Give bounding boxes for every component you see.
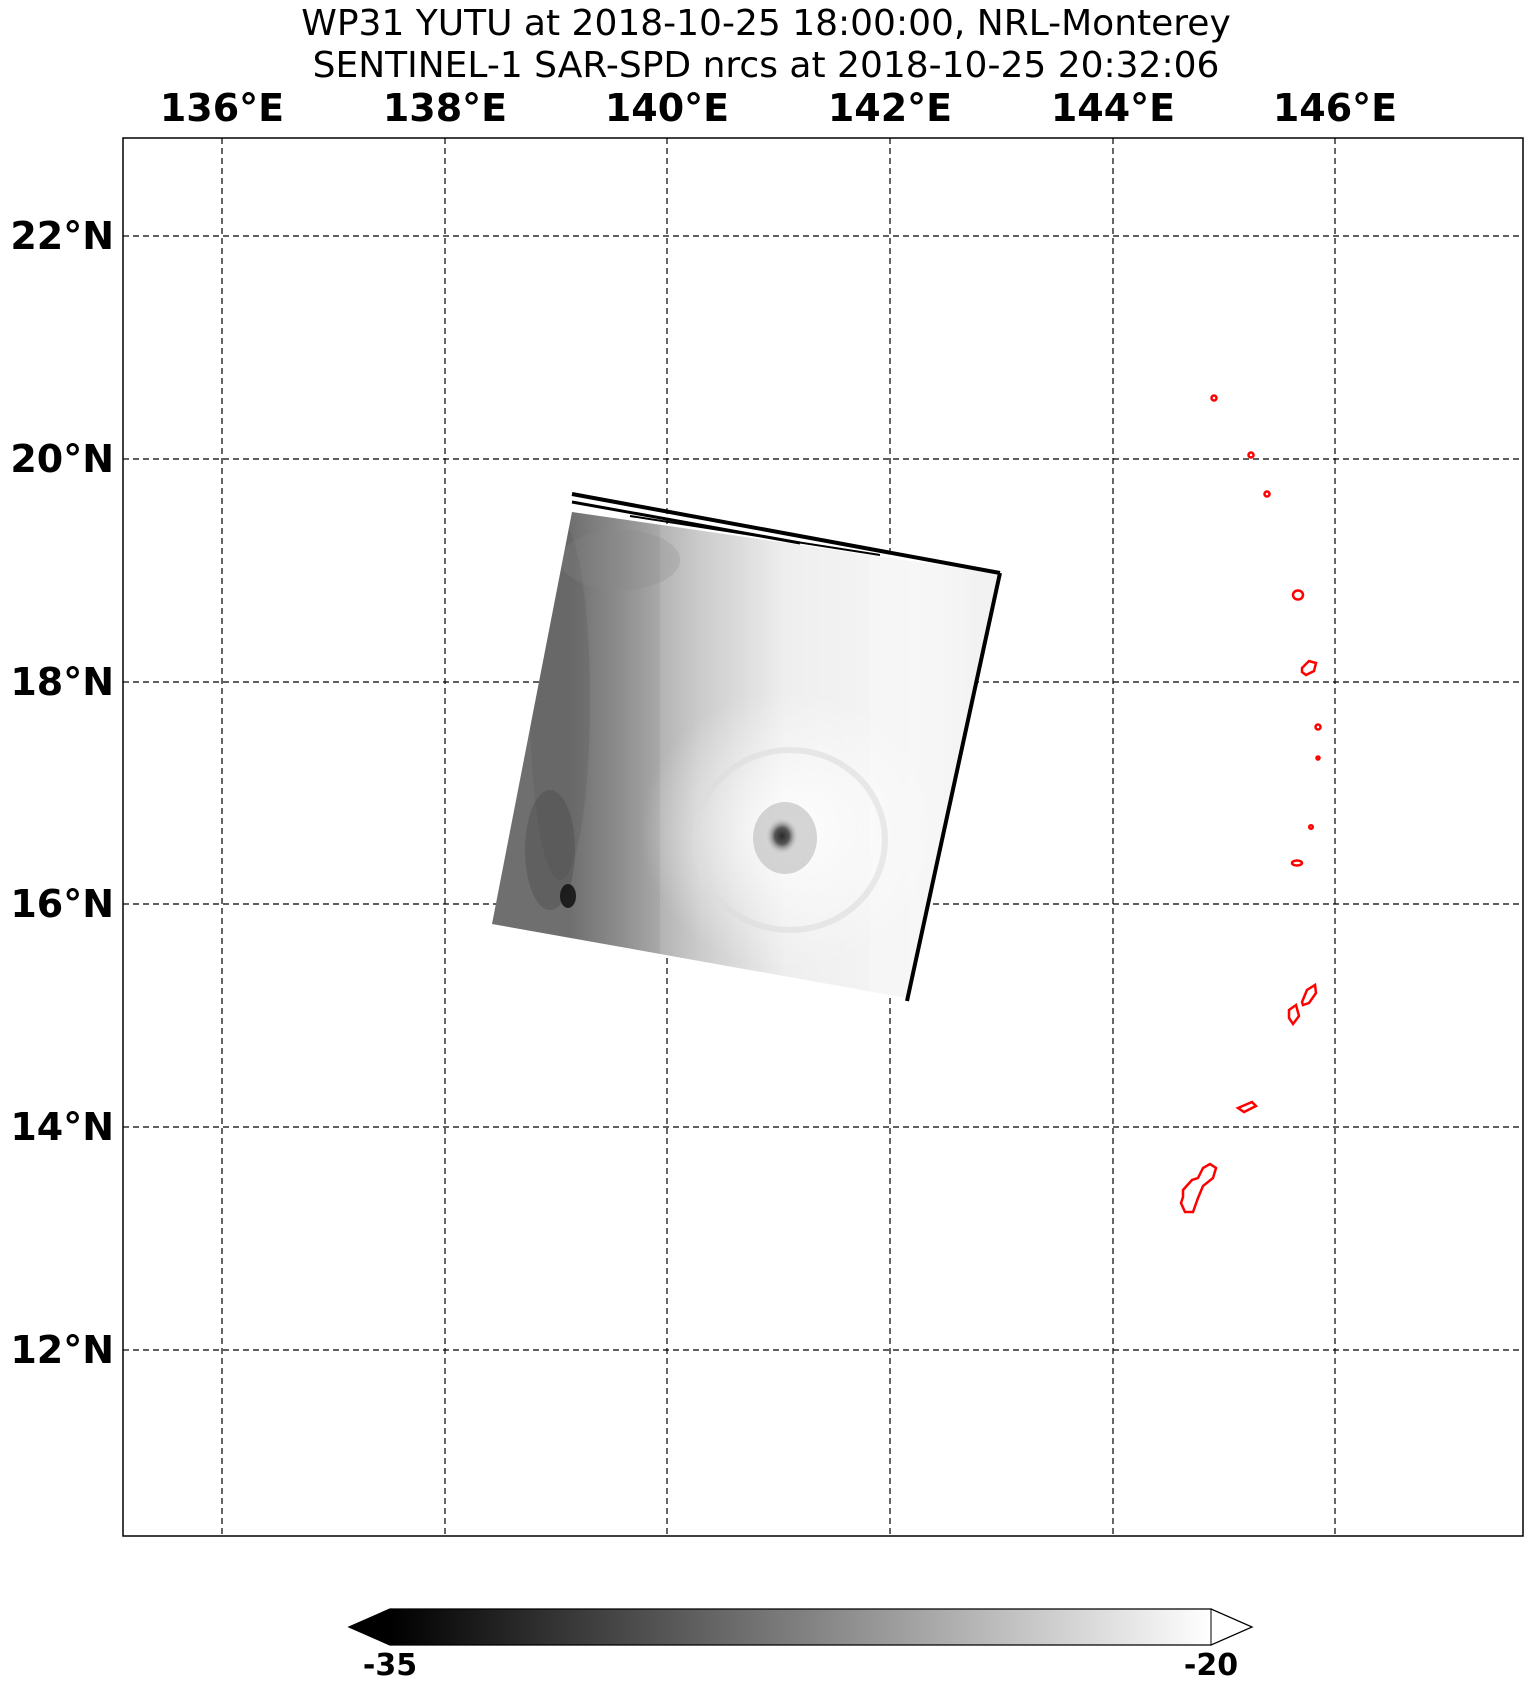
- lat-label-14: 14°N: [10, 1105, 114, 1149]
- island-guguan: [1315, 755, 1321, 761]
- lat-label-18: 18°N: [10, 660, 114, 704]
- lat-label-22: 22°N: [10, 214, 114, 258]
- island-maug: [1247, 451, 1255, 459]
- island-alamagan: [1314, 723, 1322, 731]
- island-asuncion: [1263, 490, 1271, 498]
- island-anatahan: [1290, 859, 1304, 867]
- lon-label-140: 140°E: [604, 86, 730, 130]
- island-guam: [1179, 1162, 1218, 1214]
- island-saipan: [1300, 982, 1318, 1007]
- lon-label-142: 142°E: [827, 86, 953, 130]
- island-pagan: [1300, 659, 1318, 677]
- island-sarigan: [1307, 823, 1315, 831]
- colorbar-ramp: [390, 1609, 1211, 1645]
- map-title-line2: SENTINEL-1 SAR-SPD nrcs at 2018-10-25 20…: [312, 45, 1220, 86]
- colorbar-max-extend: [1210, 1608, 1254, 1646]
- lat-label-12: 12°N: [10, 1328, 114, 1372]
- map-frame: [122, 137, 1524, 1537]
- colorbar: [347, 1608, 1254, 1646]
- colorbar-min-extend: [347, 1608, 391, 1646]
- lat-label-20: 20°N: [10, 437, 114, 481]
- island-farallon-de-pajaros: [1210, 394, 1218, 402]
- map-title-line1: WP31 YUTU at 2018-10-25 18:00:00, NRL-Mo…: [301, 3, 1231, 44]
- island-agrihan: [1291, 589, 1305, 601]
- island-rota: [1235, 1100, 1259, 1114]
- colorbar-min-label: -35: [362, 1648, 418, 1683]
- coastlines: [1179, 394, 1322, 1214]
- colorbar-max-label: -20: [1183, 1648, 1239, 1683]
- lon-label-138: 138°E: [382, 86, 508, 130]
- lon-label-136: 136°E: [159, 86, 285, 130]
- storm-eye: [766, 818, 798, 854]
- island-tinian: [1287, 1002, 1301, 1027]
- lat-label-16: 16°N: [10, 882, 114, 926]
- lon-label-146: 146°E: [1272, 86, 1398, 130]
- lon-label-144: 144°E: [1050, 86, 1176, 130]
- sar-swath-image: [492, 492, 1002, 1002]
